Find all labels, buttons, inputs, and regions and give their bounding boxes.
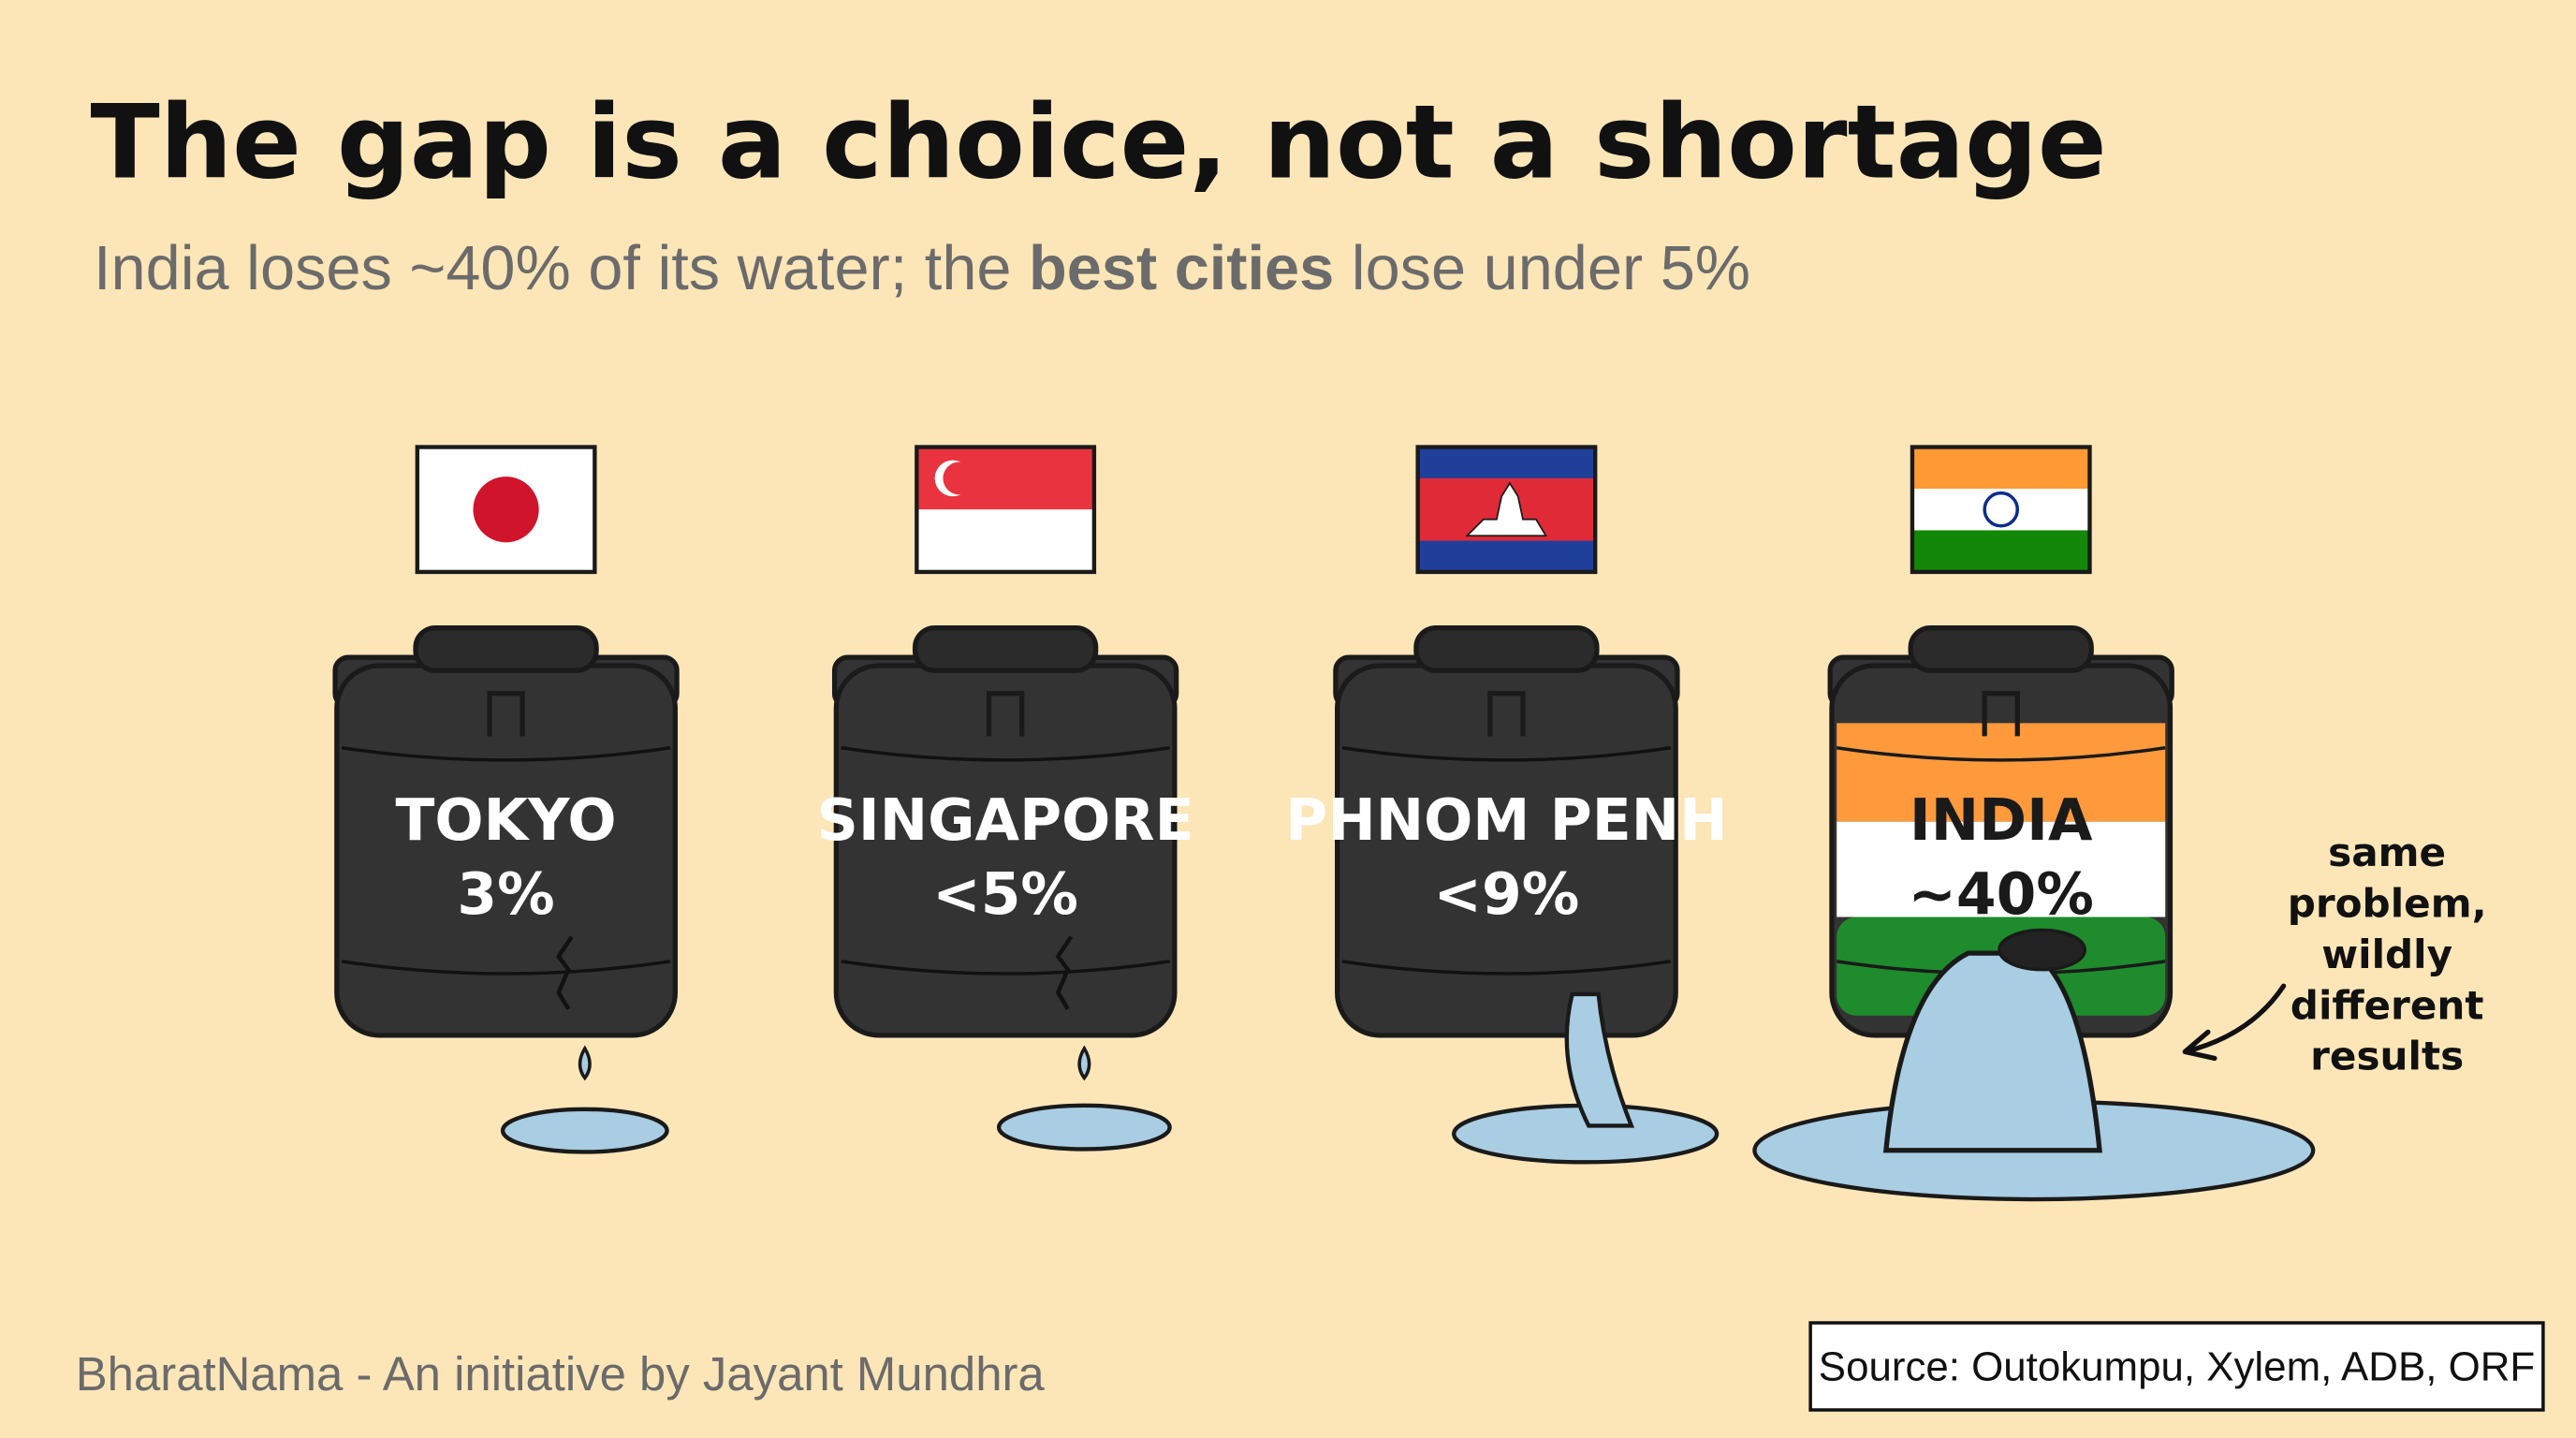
tank-loss: ~40% xyxy=(1908,861,2093,928)
source: Source: Outokumpu, Xylem, ADB, ORF xyxy=(1819,1343,2535,1389)
tank-lid xyxy=(1908,624,2094,673)
crack xyxy=(556,935,574,1010)
source-box xyxy=(1808,1321,2545,1412)
flag-band xyxy=(916,509,1094,572)
flag xyxy=(1415,445,1598,575)
flag-outline xyxy=(415,445,597,575)
tank: PHNOM PENH <9% xyxy=(1285,624,1728,1038)
tank-city: SINGAPORE xyxy=(817,787,1194,854)
drop xyxy=(1077,1045,1091,1081)
hole xyxy=(1998,928,2086,972)
tanks: TOKYO 3% SINGAPORE <5% PHNOM PENH <9% INDIA ~40… xyxy=(332,445,2316,1202)
flag xyxy=(915,445,1097,575)
flag-outline xyxy=(1415,445,1598,575)
annotation-line: wildly xyxy=(2321,932,2452,977)
annotation-line: results xyxy=(2310,1034,2464,1079)
flag-band xyxy=(1911,447,2090,489)
annotation-line: different xyxy=(2291,982,2484,1028)
tank-handle xyxy=(1982,691,2020,737)
tank-city: INDIA xyxy=(1910,787,2093,854)
tank-ridge xyxy=(1341,745,1672,976)
subtitle: India loses ~40% of its water; the best … xyxy=(94,234,1750,303)
tank-loss: <9% xyxy=(1434,861,1580,928)
flag xyxy=(1910,445,2092,575)
tank-loss: <5% xyxy=(932,861,1078,928)
tank: SINGAPORE <5% xyxy=(817,624,1194,1038)
flag-band xyxy=(1911,530,2090,572)
gush xyxy=(1882,950,2102,1153)
annotation-line: same xyxy=(2328,829,2446,875)
puddle xyxy=(996,1103,1172,1152)
flag-temple xyxy=(1465,481,1548,537)
annotation-line: problem, xyxy=(2288,880,2487,926)
tank-city: PHNOM PENH xyxy=(1285,787,1727,854)
tank-lid xyxy=(912,624,1099,673)
flag-sun xyxy=(473,477,539,543)
title: The gap is a choice, not a shortage xyxy=(91,83,2107,202)
drop xyxy=(578,1045,592,1081)
footer-credit: BharatNama - An initiative by Jayant Mun… xyxy=(76,1347,1046,1401)
flag-outline xyxy=(915,445,1097,575)
tank-lid xyxy=(1413,624,1600,673)
tank-handle xyxy=(986,691,1025,737)
puddle xyxy=(500,1107,669,1154)
tank-band xyxy=(1837,821,2166,917)
flag-outline xyxy=(1910,445,2092,575)
annotation-arrow xyxy=(2182,983,2287,1062)
flag-band xyxy=(1911,488,2090,531)
tank: TOKYO 3% xyxy=(332,624,680,1038)
subtitle-text: India loses ~40% of its water; the xyxy=(94,234,1029,303)
subtitle-text: lose under 5% xyxy=(1334,234,1750,303)
tank-band xyxy=(1837,723,2166,822)
tank-handle xyxy=(1487,691,1526,737)
tank-ridge xyxy=(841,745,1170,976)
flag-moon-cut xyxy=(943,462,976,495)
subtitle-emphasis: best cities xyxy=(1029,234,1334,303)
tank-city: TOKYO xyxy=(395,787,616,854)
crack xyxy=(1055,935,1074,1010)
annotation: same problem, wildly different results xyxy=(2182,829,2487,1079)
flag xyxy=(415,445,597,575)
tank-loss: 3% xyxy=(457,861,554,928)
flag-wheel xyxy=(1983,491,2020,528)
tank-lid xyxy=(413,624,599,673)
stream xyxy=(1564,991,1635,1128)
tank-ridge xyxy=(341,745,671,976)
tank-handle xyxy=(487,691,525,737)
